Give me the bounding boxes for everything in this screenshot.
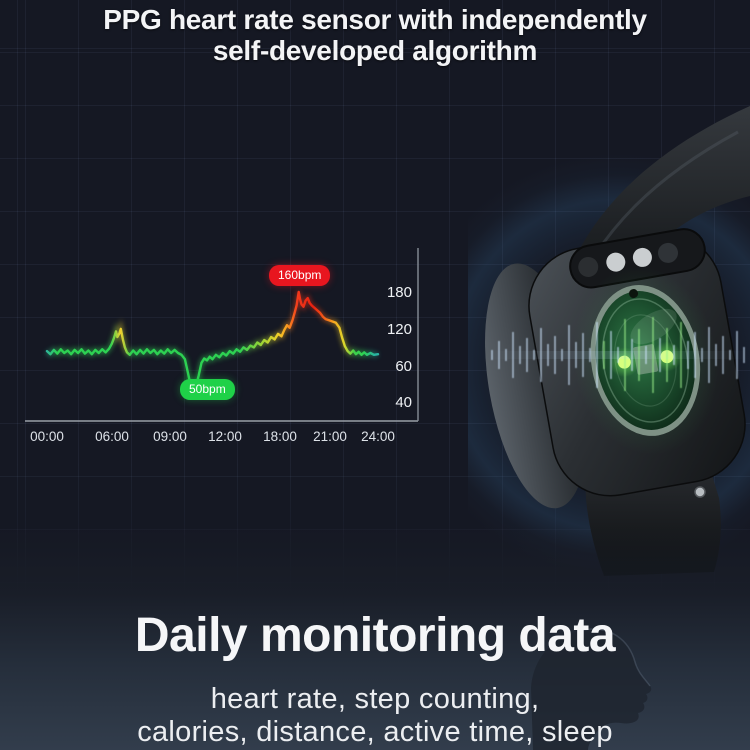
x-axis-tick: 06:00 (95, 429, 129, 444)
pulse-waveform (491, 317, 745, 393)
contact-dot (578, 256, 599, 277)
face-shape (531, 629, 652, 750)
y-axis-tick: 60 (395, 358, 412, 375)
x-axis-tick: 24:00 (361, 429, 395, 444)
heart-rate-line (45, 290, 380, 393)
smartwatch-back-image (406, 70, 750, 590)
footer-subtitle-line-2: calories, distance, active time, sleep (137, 716, 613, 748)
x-axis-tick: 12:00 (208, 429, 242, 444)
heart-rate-line-glow (45, 291, 379, 398)
face-rim-light (582, 628, 651, 687)
y-axis-tick: 120 (386, 321, 412, 338)
sensor-notch (629, 289, 639, 299)
header: PPG heart rate sensor with independently… (0, 4, 750, 66)
footer-subtitle-line-1: heart rate, step counting, (210, 683, 540, 715)
min-bpm-badge: 50bpm (180, 379, 235, 400)
x-axis-tick: 21:00 (313, 429, 347, 444)
y-axis-tick: 180 (386, 284, 412, 301)
smartwatch-illustration (406, 106, 750, 577)
title-line-2: self-developed algorithm (212, 35, 538, 66)
title-line-1: PPG heart rate sensor with independently (103, 4, 647, 35)
contact-dot (606, 252, 626, 272)
footer-subtitle: heart rate, step counting, calories, dis… (0, 683, 750, 749)
heart-rate-line-plot (25, 248, 419, 422)
heart-rate-chart: 180 120 60 40 00:00 06:00 09:00 12:00 18… (10, 240, 424, 455)
contact-dot (632, 247, 652, 267)
footer-title: Daily monitoring data (134, 609, 616, 662)
x-axis-tick: 09:00 (153, 429, 187, 444)
x-axis-tick: 18:00 (263, 429, 297, 444)
max-bpm-badge: 160bpm (269, 265, 331, 286)
x-axis-tick: 00:00 (30, 429, 64, 444)
strap-pin (694, 486, 706, 498)
face-silhouette (531, 628, 652, 750)
contact-dot (658, 242, 679, 263)
y-axis-tick: 40 (395, 394, 412, 411)
